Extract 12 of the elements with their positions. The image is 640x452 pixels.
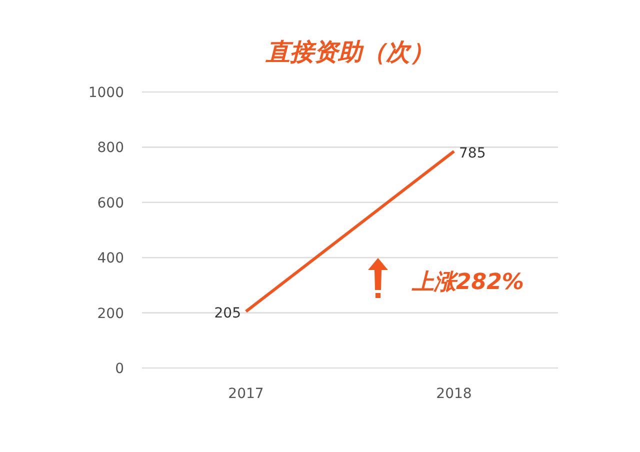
y-tick-label: 1000 [88, 85, 124, 101]
chart-title: 直接资助（次） [265, 38, 434, 66]
y-tick-label: 200 [97, 306, 124, 322]
annotation: 上涨282% [411, 270, 524, 295]
data-label: 205 [214, 305, 241, 322]
x-tick-label: 2017 [228, 386, 264, 402]
y-tick-label: 0 [115, 361, 124, 377]
y-tick-label: 400 [97, 250, 124, 267]
x-tick-label: 2018 [436, 386, 472, 402]
y-tick-label: 600 [97, 195, 124, 212]
y-tick-label: 800 [97, 140, 124, 156]
data-label: 785 [459, 145, 486, 162]
